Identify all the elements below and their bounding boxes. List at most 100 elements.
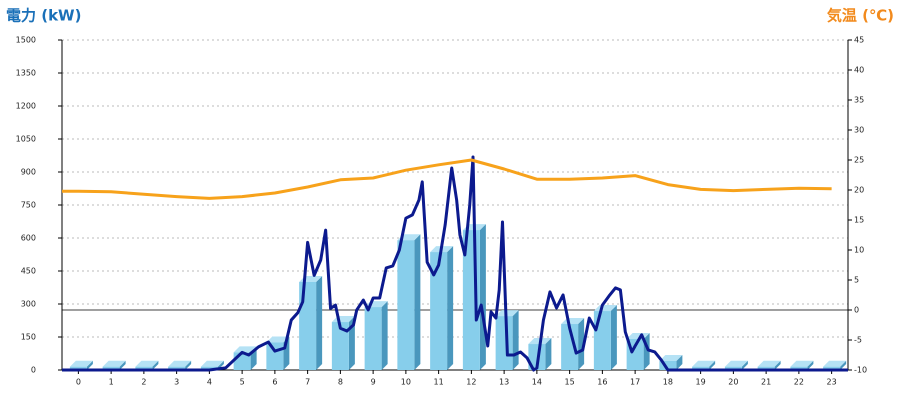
y2-tick-label: 15 [854, 216, 864, 225]
bar-top [757, 360, 781, 367]
y-tick-label: 1050 [16, 135, 36, 144]
x-tick-label: 9 [371, 378, 376, 387]
y-tick-label: 900 [21, 168, 36, 177]
bar-side [676, 354, 683, 370]
bar-side [414, 234, 421, 370]
y-tick-label: 450 [21, 267, 36, 276]
bar-side [709, 360, 716, 370]
x-tick-label: 13 [499, 378, 509, 387]
y-tick-label: 1350 [16, 69, 36, 78]
bar-top [790, 360, 814, 367]
y2-tick-label: -10 [854, 366, 867, 375]
bar-top [233, 346, 257, 353]
bar-top [724, 360, 748, 367]
y2-tick-label: 0 [854, 306, 859, 315]
bar [790, 366, 808, 370]
bar [299, 282, 317, 370]
bar-side [512, 310, 519, 370]
y-tick-label: 750 [21, 201, 36, 210]
x-tick-label: 22 [794, 378, 804, 387]
x-tick-label: 11 [434, 378, 444, 387]
bar-side [807, 360, 814, 370]
bar [593, 311, 611, 370]
x-tick-label: 7 [305, 378, 310, 387]
x-tick-label: 14 [532, 378, 542, 387]
y2-tick-label: 40 [854, 66, 864, 75]
bar-top [200, 360, 224, 367]
x-tick-label: 16 [597, 378, 607, 387]
y-tick-label: 150 [21, 333, 36, 342]
x-tick-label: 20 [728, 378, 738, 387]
bar [331, 322, 349, 370]
bar [430, 252, 448, 370]
bar [823, 366, 841, 370]
bar [102, 366, 120, 370]
bar [266, 342, 284, 370]
x-tick-label: 0 [76, 378, 81, 387]
bar [659, 360, 677, 370]
bar-side [86, 360, 93, 370]
bar-side [545, 338, 552, 370]
x-tick-label: 19 [696, 378, 706, 387]
x-tick-label: 12 [466, 378, 476, 387]
bar-top [823, 360, 847, 367]
bar-top [168, 360, 192, 367]
y2-tick-label: 5 [854, 276, 859, 285]
bar [495, 316, 513, 370]
bar [135, 366, 153, 370]
x-tick-label: 17 [630, 378, 640, 387]
bar-top [69, 360, 93, 367]
y-tick-label: 1500 [16, 36, 36, 45]
bar [364, 307, 382, 370]
x-tick-label: 23 [827, 378, 837, 387]
bar-side [185, 360, 192, 370]
bar-side [381, 301, 388, 370]
bar-side [840, 360, 847, 370]
bar [757, 366, 775, 370]
y-axis-title: 電力 (kW) [6, 7, 81, 25]
bar-top [135, 360, 159, 367]
x-tick-label: 18 [663, 378, 673, 387]
bar-side [152, 360, 159, 370]
bar-top [659, 354, 683, 361]
x-tick-label: 15 [565, 378, 575, 387]
x-tick-label: 8 [338, 378, 343, 387]
y2-tick-label: 45 [854, 36, 864, 45]
y2-axis-title: 気温 (℃) [827, 7, 894, 25]
bar-side [610, 305, 617, 370]
y-tick-label: 1200 [16, 102, 36, 111]
y2-tick-label: 30 [854, 126, 864, 135]
bar-top [692, 360, 716, 367]
bar [397, 240, 415, 370]
y2-tick-label: -5 [854, 336, 862, 345]
bar-top [266, 336, 290, 343]
bar [69, 366, 87, 370]
bar [692, 366, 710, 370]
bar-side [774, 360, 781, 370]
bar-top [102, 360, 126, 367]
x-tick-label: 21 [761, 378, 771, 387]
bar [561, 324, 579, 370]
y2-tick-label: 35 [854, 96, 864, 105]
x-tick-label: 4 [207, 378, 212, 387]
y2-tick-label: 10 [854, 246, 864, 255]
x-tick-label: 3 [174, 378, 179, 387]
bar [724, 366, 742, 370]
bar-side [479, 224, 486, 370]
bar-side [119, 360, 126, 370]
bar-side [316, 276, 323, 370]
bar [168, 366, 186, 370]
y2-tick-label: 20 [854, 186, 864, 195]
y2-tick-label: 25 [854, 156, 864, 165]
x-tick-label: 2 [141, 378, 146, 387]
x-tick-label: 1 [109, 378, 114, 387]
line [62, 155, 848, 372]
bar-side [741, 360, 748, 370]
y-tick-label: 600 [21, 234, 36, 243]
line [62, 158, 832, 200]
bar-side [578, 318, 585, 370]
y-tick-label: 300 [21, 300, 36, 309]
x-tick-label: 10 [401, 378, 411, 387]
bar [200, 366, 218, 370]
